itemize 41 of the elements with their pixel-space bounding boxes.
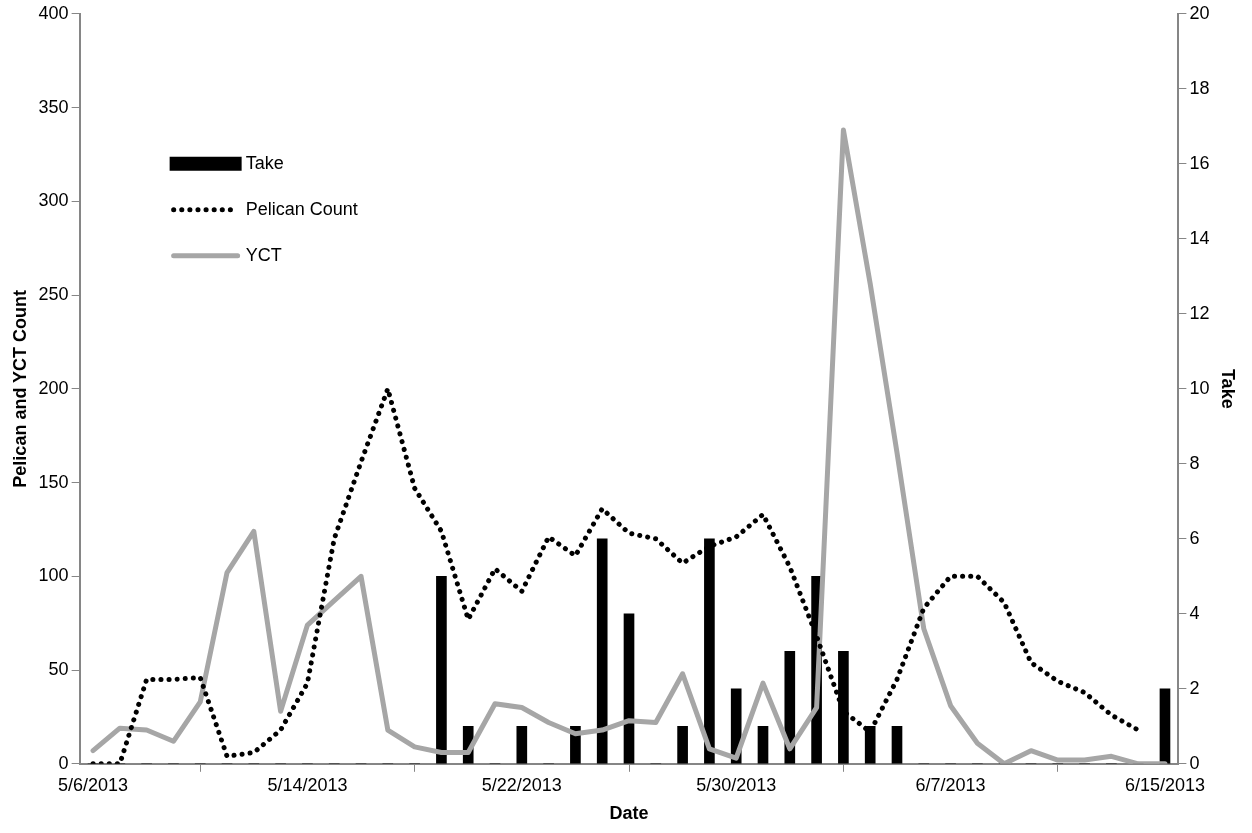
bar bbox=[891, 725, 903, 764]
y2-tick-label: 6 bbox=[1189, 527, 1200, 548]
y2-tick-label: 2 bbox=[1189, 677, 1200, 698]
y2-tick-label: 8 bbox=[1189, 452, 1200, 473]
bar bbox=[1159, 688, 1171, 764]
y-tick-label: 250 bbox=[38, 284, 69, 305]
y2-tick-label: 18 bbox=[1189, 77, 1210, 98]
y-tick-label: 50 bbox=[48, 659, 69, 680]
legend-label: Pelican Count bbox=[245, 198, 358, 219]
x-tick-label: 5/22/2013 bbox=[481, 774, 562, 795]
legend-label: Take bbox=[245, 152, 284, 173]
y2-axis-title: Take bbox=[1218, 368, 1239, 409]
y-tick-label: 350 bbox=[38, 96, 69, 117]
bar bbox=[596, 538, 608, 764]
legend-label: YCT bbox=[245, 244, 282, 265]
bar bbox=[436, 575, 447, 764]
y-tick-label: 0 bbox=[58, 752, 69, 773]
bar bbox=[784, 650, 796, 764]
y2-tick-label: 0 bbox=[1189, 752, 1200, 773]
bar bbox=[757, 725, 769, 764]
bar bbox=[677, 725, 688, 764]
x-tick-label: 5/14/2013 bbox=[267, 774, 348, 795]
x-tick-label: 6/15/2013 bbox=[1124, 774, 1206, 795]
x-axis-title: Date bbox=[609, 803, 649, 824]
y2-tick-label: 20 bbox=[1189, 2, 1210, 23]
bar bbox=[516, 725, 528, 764]
y2-tick-label: 4 bbox=[1189, 602, 1200, 623]
y2-tick-label: 16 bbox=[1189, 152, 1210, 173]
y2-tick-label: 10 bbox=[1189, 377, 1210, 398]
y-tick-label: 400 bbox=[38, 2, 69, 23]
bar bbox=[623, 613, 635, 764]
y-tick-label: 150 bbox=[38, 471, 69, 492]
y2-tick-label: 12 bbox=[1189, 302, 1210, 323]
y-tick-label: 100 bbox=[38, 565, 69, 586]
x-tick-label: 5/6/2013 bbox=[57, 774, 129, 795]
y-tick-label: 200 bbox=[38, 377, 69, 398]
x-tick-label: 6/7/2013 bbox=[915, 774, 986, 795]
y2-tick-label: 14 bbox=[1189, 227, 1210, 248]
x-tick-label: 5/30/2013 bbox=[696, 774, 777, 795]
y-axis-title: Pelican and YCT Count bbox=[9, 289, 30, 488]
y-tick-label: 300 bbox=[38, 190, 69, 211]
